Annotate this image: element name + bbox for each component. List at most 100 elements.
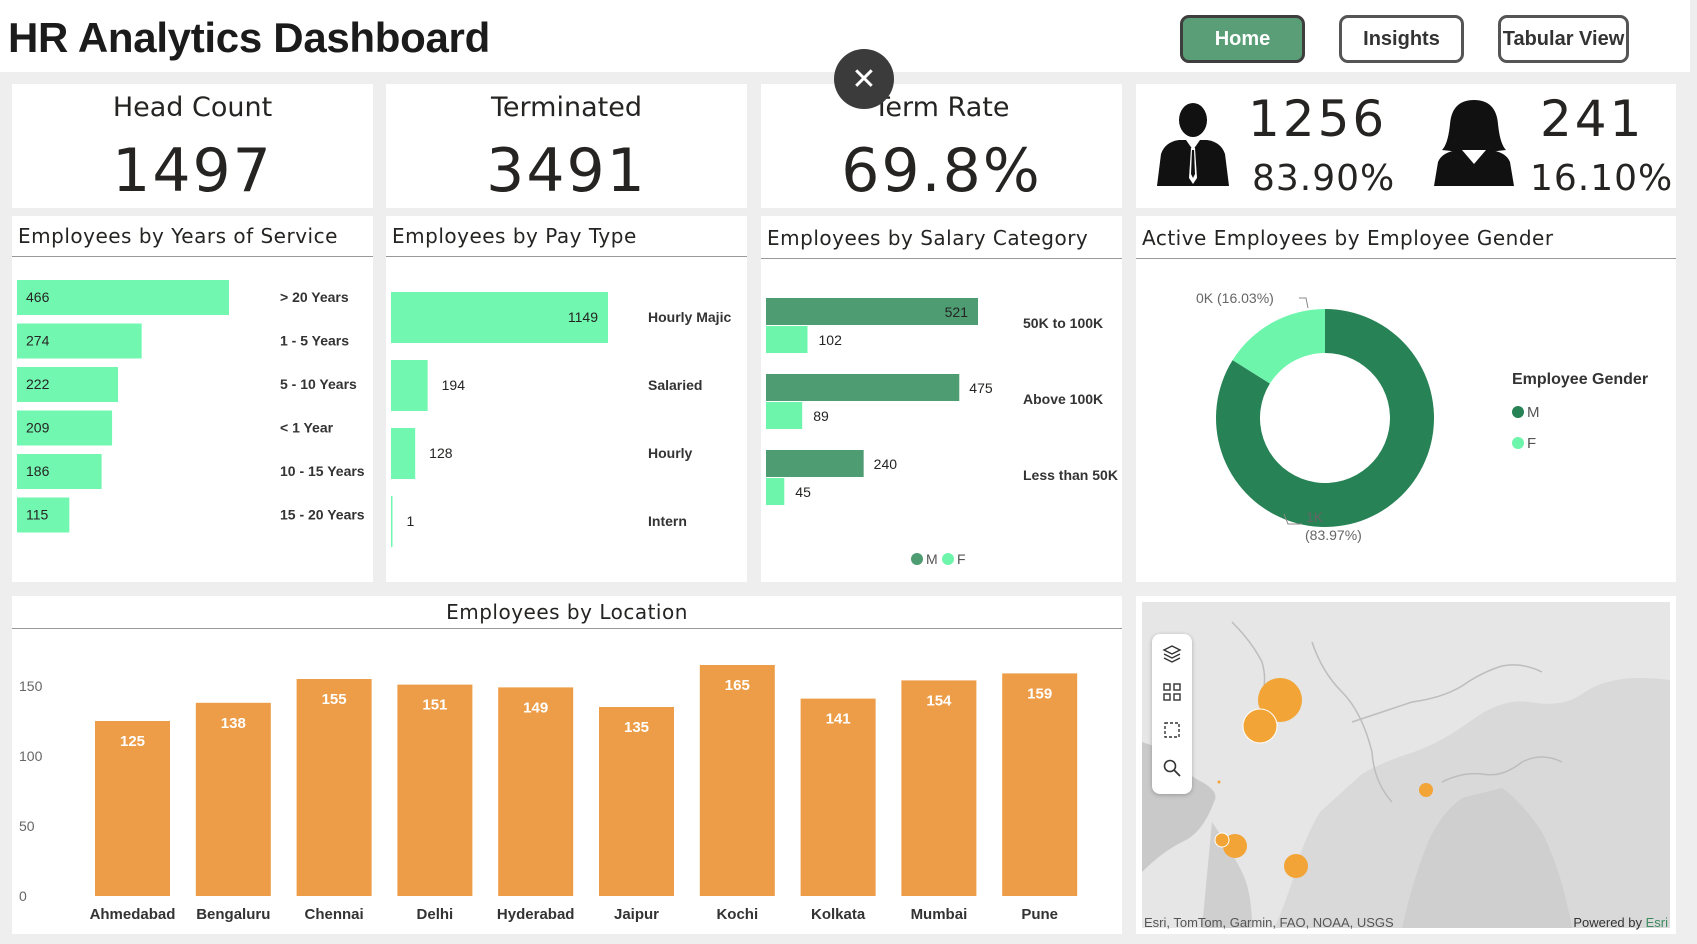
header-bar: HR Analytics Dashboard Home Insights Tab…: [0, 0, 1690, 72]
map-bubble[interactable]: [1214, 832, 1230, 848]
map-bubble[interactable]: [1284, 854, 1308, 878]
bar: [17, 454, 102, 489]
bar: [391, 496, 393, 547]
insights-button[interactable]: Insights: [1339, 15, 1464, 63]
legend-title: Employee Gender: [1512, 371, 1648, 388]
bar-male: [766, 298, 978, 325]
category-label: Kochi: [716, 906, 758, 923]
map-canvas[interactable]: [1142, 602, 1670, 928]
layers-icon[interactable]: [1160, 642, 1184, 666]
legend-label: M: [1527, 404, 1540, 421]
qr-select-icon[interactable]: [1160, 680, 1184, 704]
slice-label-m: 1K: [1306, 509, 1324, 525]
data-label: 138: [221, 715, 246, 732]
kpi-label: Term Rate: [873, 92, 1010, 123]
category-label: 1 - 5 Years: [280, 333, 349, 349]
chart-title: Employees by Location: [446, 600, 688, 624]
location-panel: Employees by Location 0 50 100 150 125 Ahmeda…: [12, 596, 1122, 934]
category-label: Above 100K: [1023, 391, 1103, 407]
category-label: Less than 50K: [1023, 467, 1118, 483]
chart-title: Employees by Years of Service: [18, 224, 338, 248]
male-count: 1256: [1248, 90, 1388, 148]
powered-prefix: Powered by: [1573, 915, 1646, 930]
bar: [397, 684, 473, 896]
y-tick-label: 0: [19, 888, 27, 904]
home-button[interactable]: Home: [1180, 15, 1305, 63]
close-icon[interactable]: ✕: [834, 49, 894, 109]
bar-male: [766, 374, 960, 401]
data-label: 165: [725, 677, 750, 694]
category-label: > 20 Years: [280, 289, 349, 305]
data-label: 149: [523, 699, 548, 716]
kpi-gender-summary: 1256 83.90% 241 16.10%: [1136, 84, 1676, 208]
map-bubble[interactable]: [1217, 780, 1221, 784]
bar: [599, 707, 674, 896]
female-pct: 16.10%: [1530, 158, 1674, 199]
map-toolbar: [1152, 634, 1192, 794]
page-title: HR Analytics Dashboard: [8, 14, 490, 61]
category-label: Hourly: [648, 445, 693, 461]
y-tick-label: 150: [19, 678, 43, 694]
data-label: 89: [813, 408, 829, 424]
category-label: Hyderabad: [497, 906, 575, 923]
category-label: 5 - 10 Years: [280, 376, 357, 392]
chart-title: Employees by Pay Type: [392, 224, 637, 248]
kpi-head-count: Head Count 1497: [12, 84, 373, 208]
legend-dot-male: [911, 553, 923, 565]
data-label: 475: [969, 380, 993, 396]
data-label: 159: [1027, 685, 1052, 702]
bar: [17, 410, 113, 446]
male-pct: 83.90%: [1252, 158, 1396, 199]
map-panel: Esri, TomTom, Garmin, FAO, NOAA, USGS Po…: [1136, 596, 1676, 934]
chart-title: Employees by Salary Category: [767, 226, 1089, 250]
data-label: 115: [26, 507, 49, 523]
leader-line: [1283, 513, 1302, 525]
category-label: Jaipur: [614, 906, 659, 923]
data-label: 135: [624, 719, 649, 736]
data-label: 141: [826, 711, 851, 728]
title-divider: [761, 258, 1122, 259]
leader-line: [1299, 297, 1309, 309]
bar: [699, 665, 775, 896]
data-label: 125: [120, 733, 145, 750]
bar: [17, 497, 70, 533]
bar: [296, 679, 372, 896]
years-of-service-chart: 466 > 20 Years 274 1 - 5 Years 222 5 - 10 Yea…: [17, 280, 365, 533]
category-label: Ahmedabad: [90, 906, 176, 923]
female-person-icon: [1434, 100, 1514, 186]
map-bubble[interactable]: [1419, 783, 1433, 797]
search-icon[interactable]: [1160, 756, 1184, 780]
category-label: Mumbai: [911, 906, 968, 923]
years-of-service-panel: Employees by Years of Service 466 > 20 Ye…: [12, 216, 373, 582]
map-bubble[interactable]: [1242, 708, 1278, 744]
powered-brand[interactable]: Esri: [1645, 915, 1668, 930]
data-label: 45: [795, 484, 811, 500]
pay-type-chart: 1149 Hourly Majic 194 Salaried 128 Hourly 1 Int…: [391, 292, 731, 547]
gender-donut-chart: 0K (16.03%) 1K (83.97%) Employee Gender MF: [1196, 290, 1648, 543]
data-label: 466: [26, 289, 50, 305]
male-person-icon: [1157, 103, 1229, 186]
location-chart: 0 50 100 150 125 Ahmedabad 138 Bengaluru 155 Chen…: [19, 665, 1078, 923]
data-label: 521: [945, 304, 969, 320]
salary-category-panel: Employees by Salary Category 521 102 50K t…: [761, 216, 1122, 582]
bar-female: [766, 402, 803, 429]
data-label: 1149: [568, 309, 598, 325]
bar: [17, 367, 118, 402]
legend-label: F: [1527, 435, 1536, 452]
tabular-view-button[interactable]: Tabular View: [1498, 15, 1629, 63]
title-divider: [386, 256, 747, 257]
kpi-label: Head Count: [112, 92, 273, 123]
gender-donut-panel: Active Employees by Employee Gender 0K (…: [1136, 216, 1676, 582]
slice-label-f: 0K (16.03%): [1196, 290, 1274, 306]
map-credits: Esri, TomTom, Garmin, FAO, NOAA, USGS: [1144, 915, 1394, 930]
kpi-term-rate: Term Rate 69.8%: [761, 84, 1122, 208]
bar: [498, 687, 574, 896]
female-count: 241: [1540, 90, 1645, 148]
data-label: 194: [442, 377, 466, 393]
rect-select-icon[interactable]: [1160, 718, 1184, 742]
data-label: 102: [819, 332, 843, 348]
bar: [17, 323, 142, 359]
category-label: 50K to 100K: [1023, 315, 1103, 331]
donut-slice: [1232, 309, 1325, 384]
map-powered-by[interactable]: Powered by Esri: [1573, 915, 1668, 930]
